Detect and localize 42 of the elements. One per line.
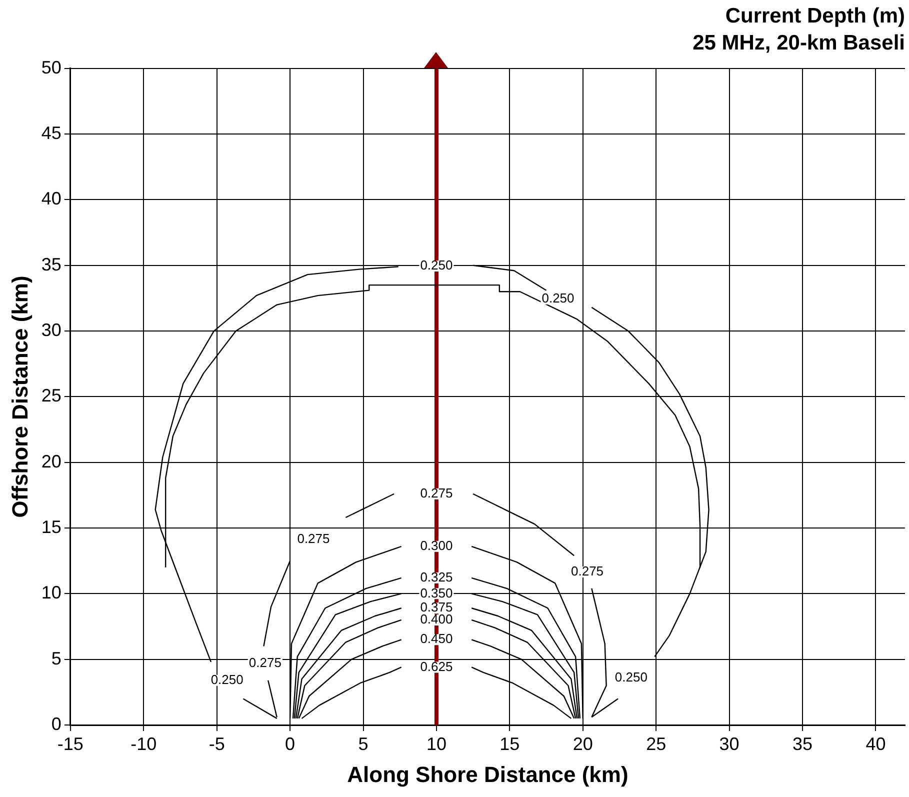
x-tick-label: 20 bbox=[572, 734, 593, 754]
y-tick-label: 10 bbox=[41, 582, 62, 603]
y-tick-label: 25 bbox=[41, 386, 62, 406]
y-axis-title: Offshore Distance (km) bbox=[7, 276, 32, 518]
annotation: 0.250 bbox=[210, 672, 244, 687]
annotation: 0.450 bbox=[420, 631, 453, 646]
annotation: 0.250 bbox=[542, 290, 574, 306]
annotation: 0.250 bbox=[420, 258, 453, 273]
annotation: 0.275 bbox=[571, 564, 604, 579]
y-tick-label: 40 bbox=[41, 188, 62, 209]
annotation: 0.350 bbox=[420, 585, 453, 600]
x-axis-title: Along Shore Distance (km) bbox=[347, 762, 628, 787]
y-tick-label: 30 bbox=[41, 320, 62, 340]
y-tick-label: 35 bbox=[41, 254, 62, 274]
annotation: 0.375 bbox=[420, 600, 453, 615]
annotation: 0.275 bbox=[248, 654, 282, 670]
x-tick-label: 10 bbox=[426, 734, 446, 754]
annotation: 0.275 bbox=[420, 485, 453, 500]
x-tick-label: 35 bbox=[792, 734, 813, 754]
x-tick-label: 40 bbox=[866, 734, 886, 754]
y-tick-label: 45 bbox=[41, 123, 62, 144]
x-tick-label: -10 bbox=[130, 734, 157, 754]
annotation: 0.300 bbox=[420, 538, 453, 553]
annotation: 0.275 bbox=[297, 530, 330, 546]
x-tick-label: 5 bbox=[358, 734, 368, 754]
y-tick-label: 5 bbox=[51, 648, 62, 668]
x-tick-label: 25 bbox=[646, 734, 666, 754]
annotation: 0.250 bbox=[614, 669, 648, 684]
x-tick-label: 15 bbox=[500, 734, 520, 754]
x-tick-label: 0 bbox=[285, 734, 296, 754]
x-tick-label: 30 bbox=[719, 734, 740, 754]
x-tick-label: -5 bbox=[208, 734, 225, 754]
chart-subtitle: 25 MHz, 20-km Baseli bbox=[692, 32, 905, 55]
y-tick-label: 0 bbox=[51, 714, 62, 734]
y-tick-label: 20 bbox=[41, 451, 62, 472]
chart-title: Current Depth (m) bbox=[725, 4, 905, 28]
y-tick-label: 15 bbox=[41, 516, 62, 537]
annotation: 0.325 bbox=[420, 570, 453, 584]
y-tick-label: 50 bbox=[41, 57, 62, 78]
x-tick-label: -15 bbox=[57, 734, 84, 754]
annotation: 0.625 bbox=[420, 658, 453, 674]
annotation: 0.400 bbox=[420, 612, 453, 627]
